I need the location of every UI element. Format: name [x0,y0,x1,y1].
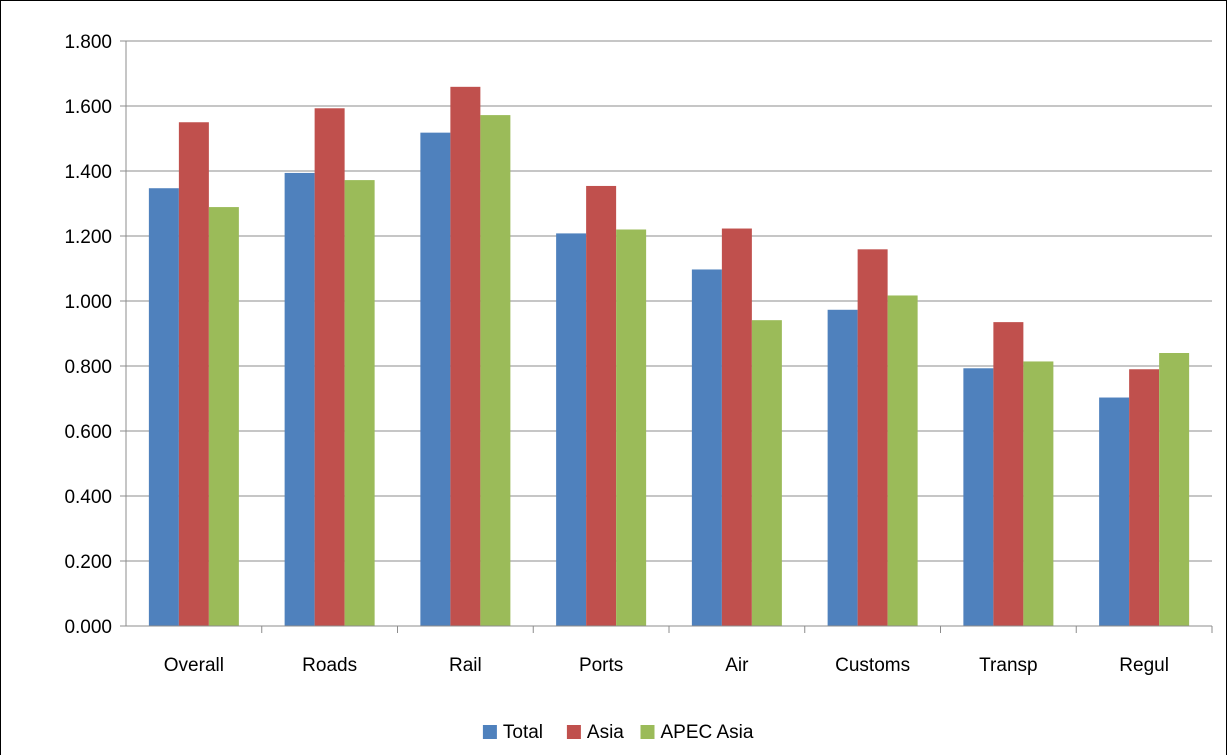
legend-label: Asia [587,722,624,743]
bar-total [691,269,722,626]
y-tick-label: 1.800 [64,32,112,53]
bar-apec-asia [751,320,782,626]
category-label: Roads [302,655,357,676]
y-tick-label: 0.200 [64,552,112,573]
bar-asia [586,185,617,626]
y-tick-label: 0.600 [64,422,112,443]
legend-label: Total [503,722,543,743]
y-tick-label: 1.000 [64,292,112,313]
bar-asia [314,108,345,626]
category-label: Customs [835,655,910,676]
y-axis-tick-labels: 0.000 0.200 0.400 0.600 0.800 1.000 1.200 1.400… [64,32,112,638]
category-label: Air [725,655,749,676]
bar-asia [450,86,481,626]
y-tick-label: 1.400 [64,162,112,183]
axes [120,40,1213,633]
legend-swatch [640,725,655,739]
y-tick-label: 0.800 [64,357,112,378]
category-label: Transp [979,655,1037,676]
category-label: Ports [579,655,623,676]
bar-asia [993,322,1024,626]
bar-apec-asia [616,229,647,626]
bar-total [420,132,451,626]
bars [148,86,1190,626]
bar-apec-asia [344,180,375,626]
y-tick-label: 1.200 [64,227,112,248]
bar-total [148,188,179,626]
bar-apec-asia [480,115,511,626]
legend-swatch [566,725,581,739]
bar-apec-asia [208,207,239,626]
x-axis-category-labels: Overall Roads Rail Ports Air Customs Transp Reg… [164,655,1169,676]
bar-total [827,309,858,626]
y-tick-label: 1.600 [64,97,112,118]
bar-asia [721,228,752,626]
bar-apec-asia [887,295,918,626]
bar-total [1099,397,1130,626]
bar-total [284,172,315,626]
legend-swatch [482,725,497,739]
bar-asia [1129,369,1160,626]
category-label: Rail [449,655,482,676]
bar-apec-asia [1159,353,1190,626]
bar-apec-asia [1023,361,1054,626]
y-tick-label: 0.400 [64,487,112,508]
category-label: Overall [164,655,224,676]
y-tick-label: 0.000 [64,617,112,638]
legend: Total Asia APEC Asia [482,722,754,743]
category-label: Regul [1119,655,1169,676]
bar-total [963,368,994,626]
legend-label: APEC Asia [661,722,754,743]
bar-asia [857,249,888,626]
bar-total [556,233,587,626]
bar-asia [178,122,209,626]
